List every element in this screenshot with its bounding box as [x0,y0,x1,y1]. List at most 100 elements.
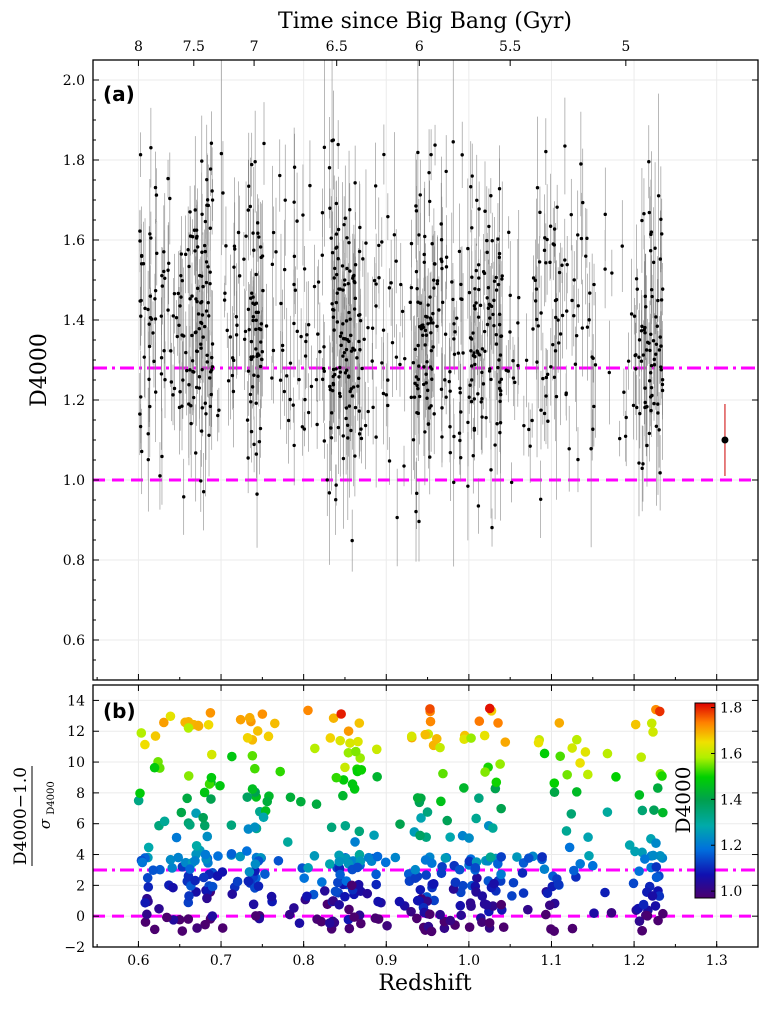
data-point [654,706,665,717]
data-point [179,295,183,299]
data-point [312,284,317,289]
data-point [647,210,651,215]
data-point [249,763,260,774]
data-point [636,752,646,762]
data-point [167,261,171,265]
data-point [292,254,297,259]
data-point [624,415,628,420]
data-point [356,764,367,775]
data-point [351,276,355,280]
data-point [269,718,280,729]
data-point [459,455,463,460]
data-point [415,410,419,415]
data-point [426,303,430,307]
x-tick-label: 1.3 [706,953,728,969]
data-point [252,442,256,447]
data-point [487,302,492,307]
data-point [498,353,503,357]
data-point [416,386,420,391]
data-point [440,853,451,863]
data-point [476,263,481,267]
data-point [416,150,420,155]
data-point [592,404,596,409]
data-point [232,876,243,887]
data-point [432,286,436,290]
data-point [486,285,491,290]
data-point [158,474,162,478]
data-point [251,315,256,319]
data-point [311,799,322,810]
data-point [288,361,293,365]
data-point [444,395,448,399]
data-point [358,225,362,230]
data-point [516,363,520,368]
data-point [425,704,435,714]
data-point [643,400,647,405]
data-point [440,266,444,271]
data-point [634,916,645,926]
data-point [254,272,258,277]
data-point [553,879,564,890]
data-point [336,425,341,430]
data-point [373,184,378,188]
data-point [416,300,420,304]
data-point [533,278,538,283]
data-point [352,273,356,278]
data-point [334,232,339,236]
data-point [258,426,263,431]
data-point [280,348,285,352]
data-point [249,400,253,404]
data-point [371,744,382,755]
data-point [143,842,154,853]
data-point [658,335,662,339]
data-point [557,270,562,275]
data-point [340,820,351,831]
data-point [648,395,653,399]
data-point [270,376,274,380]
data-point [320,253,324,257]
data-point [466,733,476,743]
data-point [192,923,202,933]
data-point [563,258,567,262]
data-point [542,248,547,253]
data-point [571,734,582,745]
data-point [197,386,202,390]
data-point [426,322,430,326]
data-point [492,323,496,328]
data-point [634,277,639,281]
data-point [203,401,208,405]
data-point [147,344,152,349]
data-point [530,418,534,423]
data-point [421,333,425,337]
data-point [341,322,345,326]
data-point [247,184,251,188]
data-point [464,833,474,843]
data-point [338,365,342,370]
data-point [159,372,164,376]
data-point [654,342,659,347]
top-axis-title: Time since Big Bang (Gyr) [278,9,572,34]
data-point [303,863,313,873]
data-point [247,750,258,761]
data-point [271,230,276,235]
data-point [410,864,421,875]
data-point [472,397,477,401]
data-point [209,392,213,397]
data-point [411,913,422,924]
data-point [199,820,210,831]
data-point [531,276,536,280]
data-point [257,709,268,719]
data-point [477,353,482,357]
data-point [203,249,208,254]
data-point [177,405,182,410]
data-point [249,339,254,344]
data-point [274,250,278,254]
data-point [231,389,236,394]
data-point [261,288,265,293]
data-point [138,239,142,243]
data-point [166,176,170,181]
data-point [351,385,356,389]
data-point [326,822,337,833]
data-point [183,252,188,257]
data-point [630,846,640,857]
